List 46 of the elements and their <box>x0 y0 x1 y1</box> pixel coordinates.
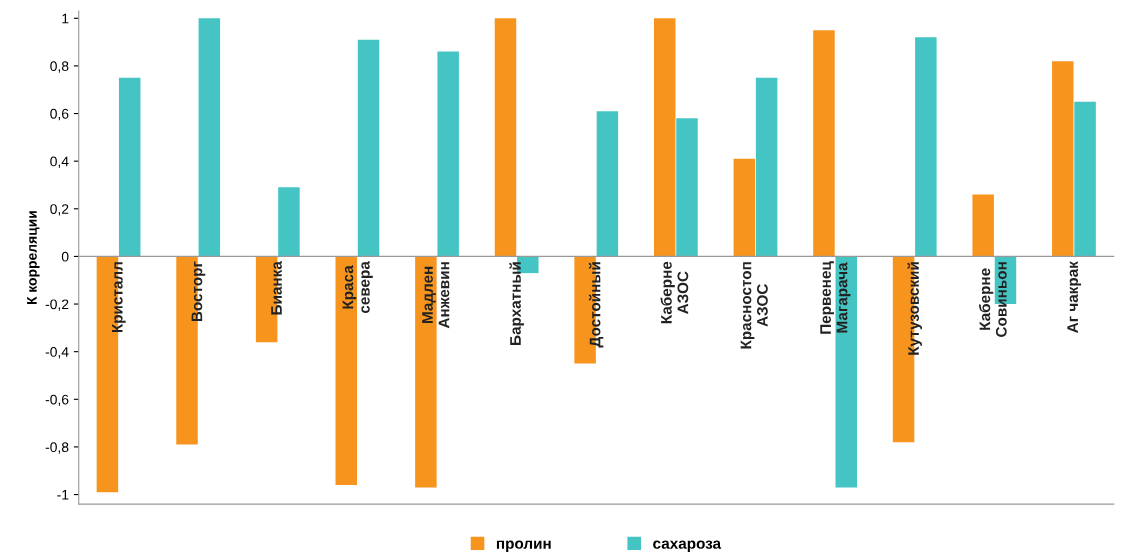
y-tick-label: -0,2 <box>45 299 69 311</box>
x-tick-label: Красностоп АЗОС <box>740 262 768 349</box>
x-tick-label: Бианка <box>271 261 282 315</box>
bar <box>972 194 994 257</box>
x-tick-label: Восторг <box>191 261 206 322</box>
bar <box>835 256 857 488</box>
bar <box>415 256 437 488</box>
x-tick-label: Бархатный <box>509 262 524 345</box>
bar <box>335 256 358 486</box>
bar <box>1052 61 1074 257</box>
bar <box>118 77 141 257</box>
x-tick-label: Краса севера <box>342 261 373 314</box>
x-tick-label: Достойный <box>588 262 604 348</box>
x-tick-label: Аг чакрак <box>1067 261 1082 333</box>
bar <box>653 18 676 257</box>
bar <box>357 39 380 257</box>
y-tick-label: -0,4 <box>45 347 69 359</box>
y-tick-label: -0,8 <box>45 442 69 454</box>
bar <box>915 37 937 257</box>
bar <box>676 118 698 257</box>
x-tick-label: Первенец Магарача <box>820 261 851 334</box>
bar <box>755 77 778 257</box>
bar <box>596 111 619 257</box>
bar <box>494 18 517 257</box>
x-tick-label: Кристалл <box>112 262 126 333</box>
x-tick-label: Мадлен Анжевин <box>422 262 450 329</box>
bar <box>437 51 459 257</box>
y-tick-label: 1 <box>62 13 69 24</box>
y-tick-label: -0,6 <box>45 394 69 407</box>
legend-label: сахароза <box>653 540 722 552</box>
y-tick-label: 0,8 <box>50 61 69 73</box>
y-axis-title: К корреляции <box>27 211 40 305</box>
x-tick-label: Каберне АЗОС <box>660 261 689 324</box>
x-tick-label: Кутузовский <box>907 262 922 355</box>
y-tick-label: 0,4 <box>50 156 69 168</box>
bar <box>733 158 756 257</box>
x-tick-label: Каберне Совиньон <box>978 262 1007 337</box>
y-tick-label: -1 <box>57 490 69 500</box>
bar <box>1074 101 1096 257</box>
legend-label: пролин <box>496 540 551 552</box>
bar <box>278 187 300 257</box>
y-tick-label: 0 <box>61 251 69 262</box>
y-tick-label: 0,6 <box>50 108 69 121</box>
bar <box>198 18 221 257</box>
bar <box>813 30 835 257</box>
y-tick-label: 0,2 <box>50 204 69 216</box>
